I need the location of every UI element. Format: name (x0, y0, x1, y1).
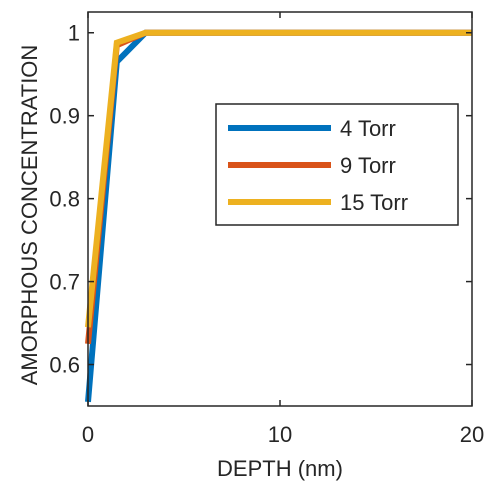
y-tick-label: 0.8 (49, 187, 80, 212)
legend: 4 Torr 9 Torr 15 Torr (216, 104, 458, 225)
x-tick-label: 10 (268, 422, 292, 447)
y-tick-label: 1 (68, 21, 80, 46)
y-tick-label: 0.7 (49, 270, 80, 295)
legend-label-3: 15 Torr (340, 190, 408, 215)
y-tick-label: 0.9 (49, 104, 80, 129)
x-tick-label: 20 (460, 422, 484, 447)
x-axis-label: DEPTH (nm) (217, 456, 343, 481)
x-tick-label: 0 (82, 422, 94, 447)
y-tick-label: 0.6 (49, 353, 80, 378)
legend-label-2: 9 Torr (340, 153, 396, 178)
legend-label-1: 4 Torr (340, 116, 396, 141)
y-axis-label: AMORPHOUS CONCENTRATION (17, 45, 42, 386)
